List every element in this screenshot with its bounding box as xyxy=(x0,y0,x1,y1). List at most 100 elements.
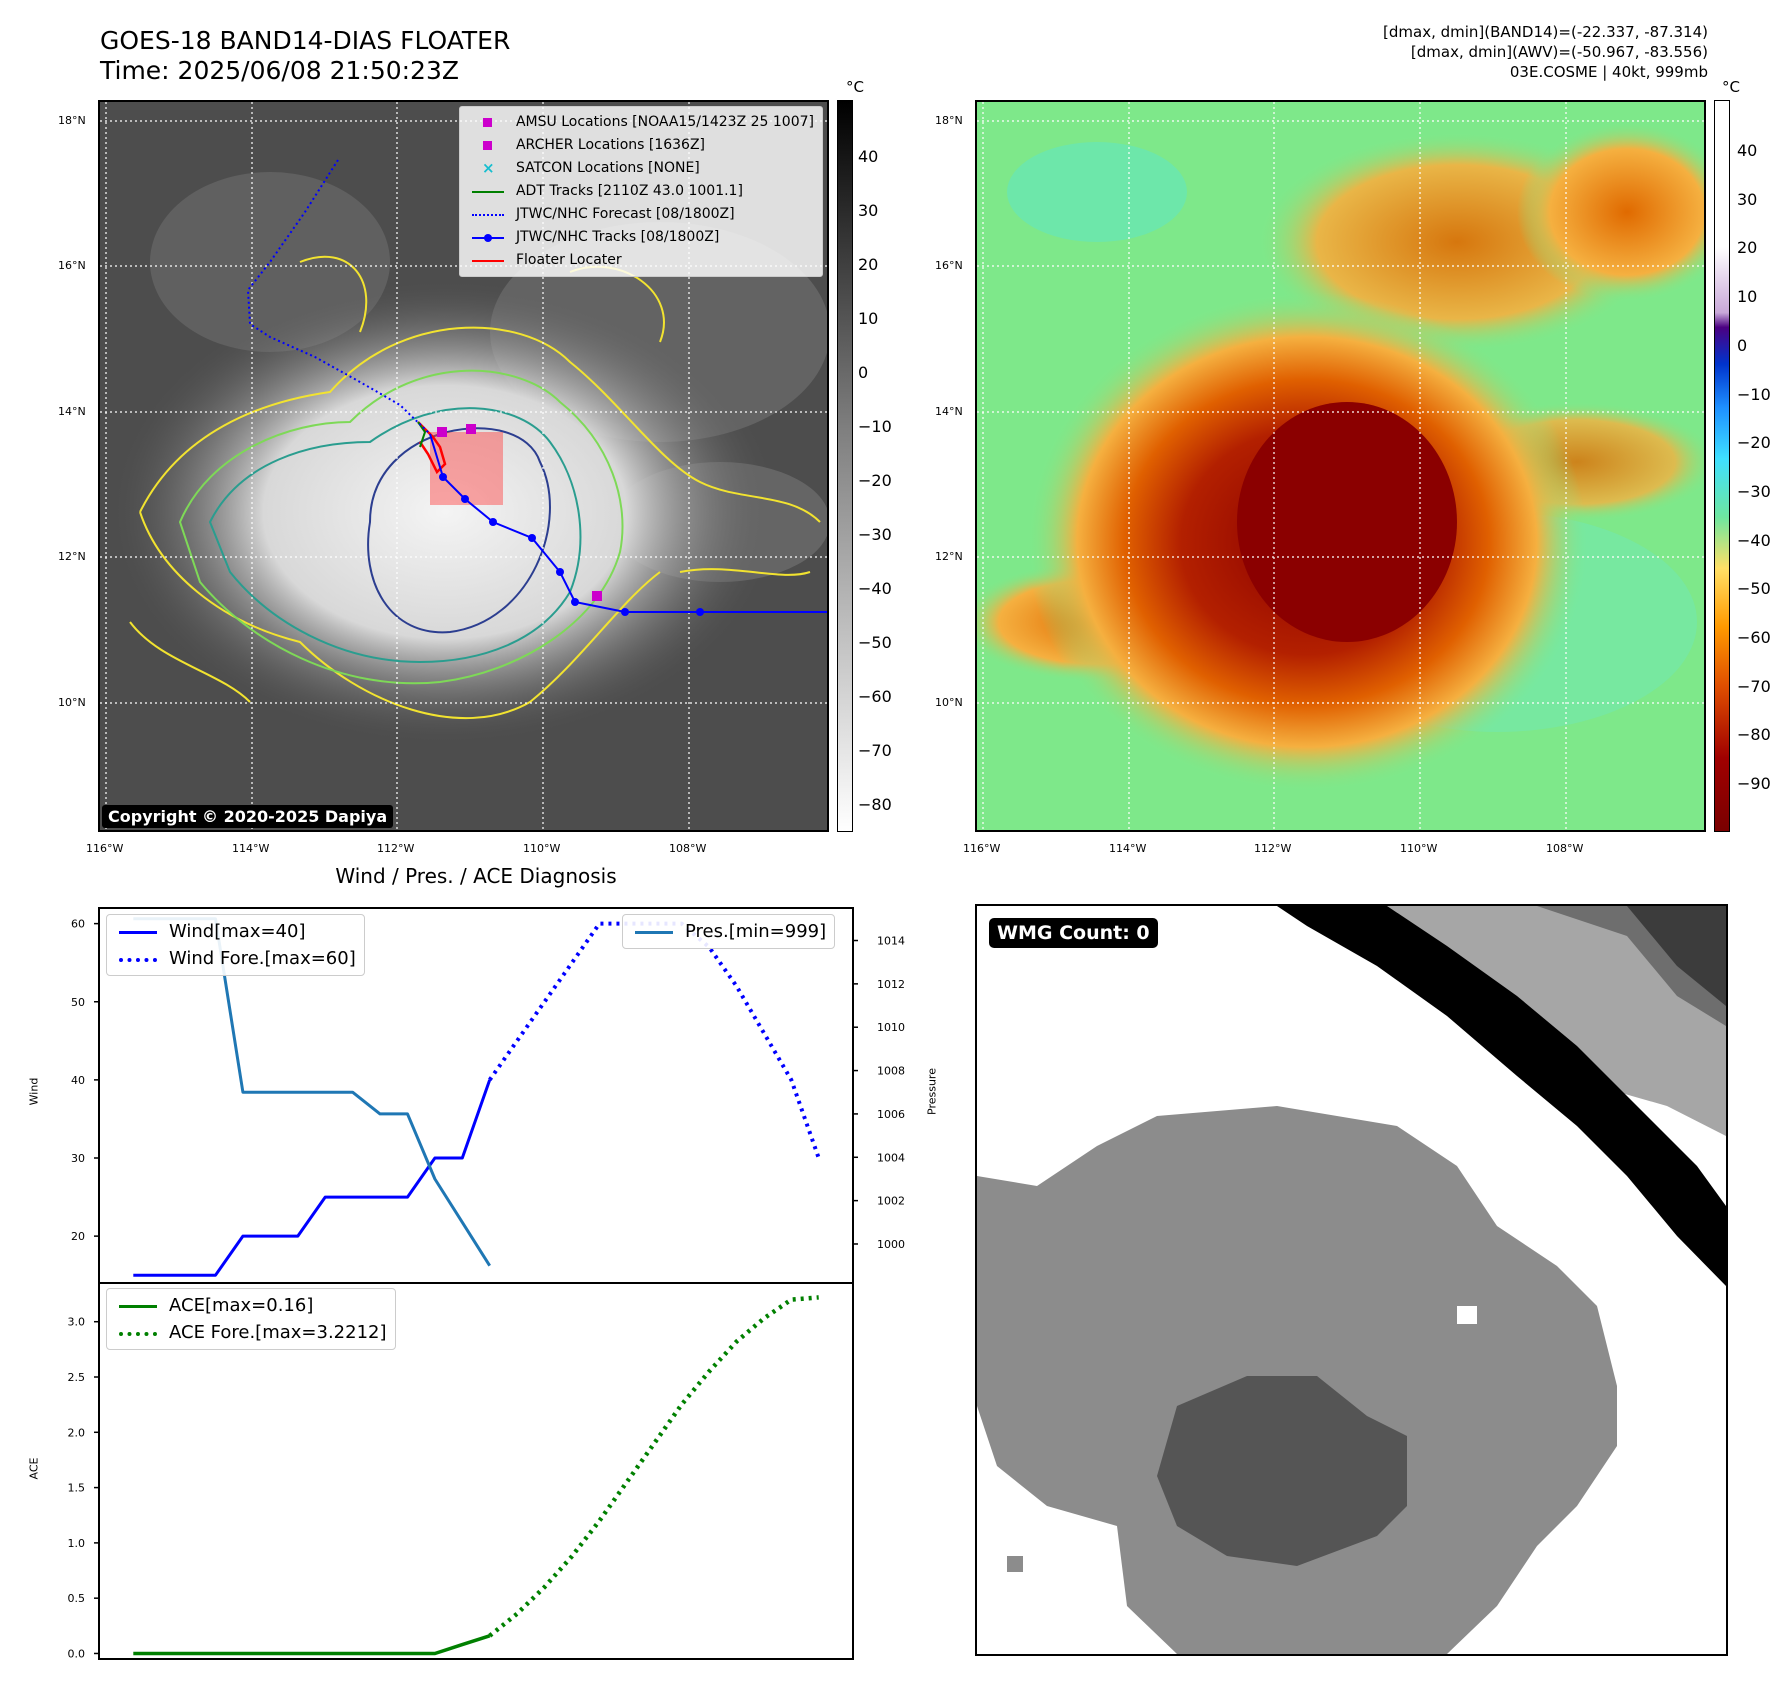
map-legend: AMSU Locations [NOAA15/1423Z 25 1007] AR… xyxy=(458,106,823,277)
figure-time: Time: 2025/06/08 21:50:23Z xyxy=(100,56,459,85)
awv-map-image xyxy=(977,102,1704,830)
info-storm: 03E.COSME | 40kt, 999mb xyxy=(1509,63,1708,81)
series-line xyxy=(488,921,821,1159)
colorbar-tick: −70 xyxy=(858,741,892,760)
y-tick-label: 1.5 xyxy=(68,1482,86,1495)
wind-axis-label: Wind xyxy=(27,1077,41,1106)
legend-forecast: JTWC/NHC Forecast [08/1800Z] xyxy=(468,203,814,226)
ace-legend: ACE[max=0.16] ACE Fore.[max=3.2212] xyxy=(106,1288,396,1350)
y-tick-label: 0.5 xyxy=(68,1592,86,1605)
legend-wind: Wind[max=40] xyxy=(169,921,306,942)
info-awv: [dmax, dmin](AWV)=(-50.967, -83.556) xyxy=(1410,43,1708,61)
lon-label: 112°W xyxy=(1254,842,1292,855)
colorbar-tick: −90 xyxy=(1737,774,1771,793)
lat-label: 10°N xyxy=(935,696,963,709)
diagnosis-chart: 20 30 40 50 60 1000 1002 1004 1006 1008 1010 1012 10… xyxy=(68,907,905,1660)
y2-tick-label: 1014 xyxy=(877,935,905,948)
legend-amsu: AMSU Locations [NOAA15/1423Z 25 1007] xyxy=(468,111,814,134)
colorbar-tick: −80 xyxy=(858,795,892,814)
figure-title: GOES-18 BAND14-DIAS FLOATER xyxy=(100,26,511,55)
colorbar-tick: 10 xyxy=(1737,287,1758,306)
colorbar-unit: °C xyxy=(1722,78,1740,96)
lon-label: 114°W xyxy=(232,842,270,855)
colorbar-tick: −30 xyxy=(1737,482,1771,501)
lon-label: 108°W xyxy=(1546,842,1584,855)
colorbar-tick: 0 xyxy=(858,363,869,382)
lon-label: 110°W xyxy=(523,842,561,855)
legend-archer: ARCHER Locations [1636Z] xyxy=(468,134,814,157)
legend-pres: Pres.[min=999] xyxy=(685,921,827,942)
colorbar-tick: −70 xyxy=(1737,677,1771,696)
wind-legend: Wind[max=40] Wind Fore.[max=60] xyxy=(106,914,365,976)
awv-map-panel xyxy=(975,100,1706,832)
colorbar-tick: −10 xyxy=(858,417,892,436)
legend-floater: Floater Locater xyxy=(468,249,814,272)
colorbar-tick: −40 xyxy=(1737,531,1771,550)
colorbar-tick: 30 xyxy=(1737,190,1758,209)
series-line xyxy=(133,1079,492,1277)
legend-tracks: JTWC/NHC Tracks [08/1800Z] xyxy=(468,226,814,249)
solid-line-icon xyxy=(119,930,157,934)
solid-line-icon xyxy=(635,930,673,934)
y-tick-label: 0.0 xyxy=(68,1647,86,1660)
series-line xyxy=(488,1295,819,1638)
y-tick-label: 60 xyxy=(71,918,85,931)
pressure-axis-label: Pressure xyxy=(925,1068,939,1115)
solid-line-icon xyxy=(119,1304,157,1308)
lat-label: 18°N xyxy=(935,114,963,127)
y-tick-label: 50 xyxy=(71,996,85,1009)
dotted-line-icon xyxy=(119,1331,157,1336)
legend-adt: ADT Tracks [2110Z 43.0 1001.1] xyxy=(468,180,814,203)
lon-label: 112°W xyxy=(377,842,415,855)
y2-tick-label: 1012 xyxy=(877,978,905,991)
info-band14: [dmax, dmin](BAND14)=(-22.337, -87.314) xyxy=(1383,23,1708,41)
colorbar-tick: −60 xyxy=(858,687,892,706)
lat-label: 12°N xyxy=(58,550,86,563)
y2-tick-label: 1006 xyxy=(877,1108,905,1121)
colorbar-tick: 10 xyxy=(858,309,879,328)
y-tick-label: 2.5 xyxy=(68,1371,86,1384)
lon-label: 114°W xyxy=(1109,842,1147,855)
ace-plot-frame xyxy=(98,1282,854,1660)
ace-axis-label: ACE xyxy=(27,1457,41,1480)
copyright-badge: Copyright © 2020-2025 Dapiya xyxy=(102,805,394,828)
y2-tick-label: 1010 xyxy=(877,1021,905,1034)
ir-colorbar xyxy=(837,100,853,832)
dotted-line-icon xyxy=(119,957,157,962)
colorbar-tick: 30 xyxy=(858,201,879,220)
colorbar-tick: 20 xyxy=(1737,238,1758,257)
diagnosis-title: Wind / Pres. / ACE Diagnosis xyxy=(335,864,617,888)
colorbar-tick: −20 xyxy=(858,471,892,490)
dotted-line-icon xyxy=(471,213,504,216)
y-tick-label: 40 xyxy=(71,1074,85,1087)
ir-map-panel: AMSU Locations [NOAA15/1423Z 25 1007] AR… xyxy=(98,100,829,832)
lon-label: 116°W xyxy=(963,842,1001,855)
y-tick-label: 30 xyxy=(71,1152,85,1165)
colorbar-tick: 0 xyxy=(1737,336,1748,355)
y-tick-label: 2.0 xyxy=(68,1426,86,1439)
colorbar-tick: −50 xyxy=(1737,579,1771,598)
series-line xyxy=(133,1634,491,1656)
awv-colorbar xyxy=(1714,100,1730,832)
legend-satcon: × SATCON Locations [NONE] xyxy=(468,157,814,180)
y-tick-label: 20 xyxy=(71,1230,85,1243)
lat-label: 16°N xyxy=(58,259,86,272)
colorbar-tick: 40 xyxy=(1737,141,1758,160)
square-marker-icon xyxy=(482,117,492,127)
pressure-legend: Pres.[min=999] xyxy=(622,914,836,949)
y2-tick-label: 1004 xyxy=(877,1151,905,1164)
line-marker-icon xyxy=(471,259,504,262)
square-marker-icon xyxy=(482,140,492,150)
colorbar-tick: 40 xyxy=(858,147,879,166)
lat-label: 12°N xyxy=(935,550,963,563)
y-tick-label: 3.0 xyxy=(68,1316,86,1329)
lat-label: 16°N xyxy=(935,259,963,272)
colorbar-tick: −50 xyxy=(858,633,892,652)
lon-label: 108°W xyxy=(669,842,707,855)
x-marker-icon: × xyxy=(481,158,495,177)
lon-label: 116°W xyxy=(86,842,124,855)
colorbar-tick: −30 xyxy=(858,525,892,544)
colorbar-tick: −20 xyxy=(1737,433,1771,452)
lat-label: 10°N xyxy=(58,696,86,709)
y2-tick-label: 1002 xyxy=(877,1195,905,1208)
